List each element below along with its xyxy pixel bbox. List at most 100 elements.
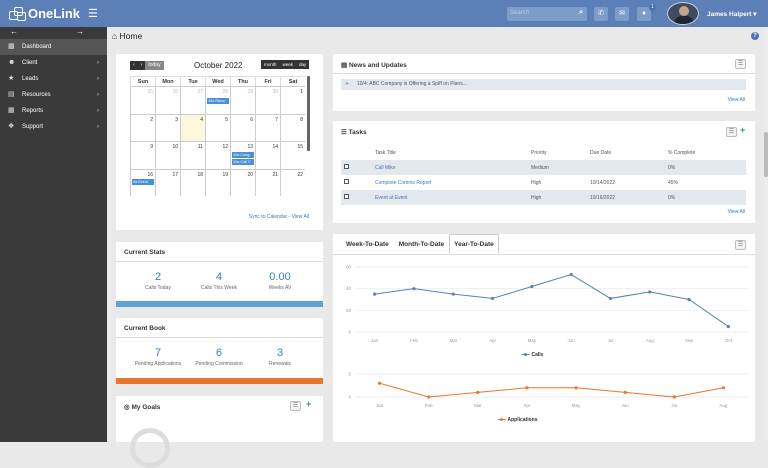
calendar-day[interactable]: 14 bbox=[255, 142, 280, 169]
tab-year-to-date[interactable]: Year-To-Date bbox=[449, 234, 499, 254]
app-logo[interactable]: OneLink bbox=[9, 6, 80, 21]
notification-badge: 1 bbox=[649, 4, 656, 11]
calendar-day[interactable]: 28 10a Recur bbox=[205, 87, 230, 114]
today-button[interactable]: today bbox=[145, 61, 164, 70]
prev-month-button[interactable]: ‹ bbox=[130, 61, 138, 70]
goals-list-icon[interactable]: ☰ bbox=[290, 401, 301, 411]
task-due: 10/16/2022 bbox=[590, 194, 616, 201]
task-title-link[interactable]: Event at Event bbox=[375, 194, 408, 201]
task-checkbox[interactable] bbox=[344, 164, 349, 169]
tasks-list-icon[interactable]: ☰ bbox=[726, 127, 737, 137]
calendar-day[interactable]: 21 bbox=[255, 169, 280, 196]
calendar-day[interactable]: 25 bbox=[130, 87, 155, 114]
calendar-scrollbar[interactable] bbox=[307, 76, 310, 151]
calendar-day[interactable]: 27 bbox=[180, 87, 205, 114]
sidebar-item-resources[interactable]: ▤ Resources › bbox=[0, 87, 107, 103]
next-month-button[interactable]: › bbox=[137, 61, 146, 70]
calendar-day-today[interactable]: 4 bbox=[180, 114, 205, 141]
task-title-link[interactable]: Complete Comms Report bbox=[375, 179, 432, 186]
avatar[interactable] bbox=[667, 2, 699, 25]
x-tick-label: Apr bbox=[523, 403, 531, 408]
month-view-button[interactable]: month bbox=[261, 60, 280, 69]
y-tick-label: 60 bbox=[346, 265, 352, 270]
sidebar-item-reports[interactable]: ▦ Reports › bbox=[0, 103, 107, 119]
calendar-day[interactable]: 8 bbox=[280, 114, 305, 141]
calendar-day[interactable]: 20 bbox=[230, 169, 255, 196]
sync-calendar-link[interactable]: Sync to Calendar - View All bbox=[248, 214, 309, 220]
stat-label: Weeks AV bbox=[268, 285, 292, 291]
y-tick-label: 20 bbox=[346, 308, 352, 313]
bell-icon[interactable]: ♦ bbox=[637, 7, 651, 21]
task-title-link[interactable]: Call Mike bbox=[375, 164, 396, 171]
calendar-day[interactable]: 3 bbox=[155, 114, 180, 141]
page-scrollbar[interactable] bbox=[764, 27, 768, 442]
calendar-day[interactable]: 7 bbox=[255, 114, 280, 141]
calendar-day[interactable]: 26 bbox=[155, 87, 180, 114]
calendar-day[interactable]: 15 bbox=[280, 142, 305, 169]
stat-value: 6 bbox=[215, 347, 223, 359]
calendar-day[interactable]: 1 bbox=[280, 87, 305, 114]
week-view-button[interactable]: week bbox=[279, 60, 297, 69]
add-task-icon[interactable]: + bbox=[740, 125, 746, 135]
breadcrumb-home[interactable]: Home bbox=[119, 31, 143, 41]
x-tick-label: Feb bbox=[425, 403, 433, 408]
calendar-day[interactable]: 17 bbox=[155, 169, 180, 196]
news-view-all[interactable]: View All bbox=[727, 97, 745, 103]
tasks-view-all[interactable]: View All bbox=[727, 209, 745, 215]
calendar-day[interactable]: 19 bbox=[205, 169, 230, 196]
calendar-day[interactable]: 18 bbox=[180, 169, 205, 196]
task-complete: 45% bbox=[668, 179, 679, 186]
calendar-day[interactable]: 16 9a Event bbox=[130, 169, 155, 196]
arrow-left-icon[interactable]: ← bbox=[10, 27, 18, 36]
user-menu[interactable]: James Halpert ▾ bbox=[707, 10, 757, 18]
calendar-day[interactable]: 29 bbox=[230, 87, 255, 114]
day-header: Tue bbox=[180, 77, 205, 86]
calendar-day[interactable]: 22 bbox=[280, 169, 305, 196]
column-header: % Complete bbox=[668, 149, 696, 156]
performance-charts: 0 20 40 60 Jan Feb Mar Apr May Jun Jul Aug Sep Oct Cal… bbox=[346, 265, 748, 423]
scrollbar-thumb[interactable] bbox=[764, 132, 768, 177]
news-item[interactable]: ➤ 10/4: ABC Company is Offering a Spiff o… bbox=[341, 79, 746, 90]
stat-weeks-av: 0.00 Weeks AV bbox=[250, 271, 310, 291]
chart-menu-icon[interactable]: ☰ bbox=[735, 240, 746, 250]
task-checkbox[interactable] bbox=[344, 194, 349, 199]
calendar-day[interactable]: 13 10a Cong 10a Call V bbox=[230, 142, 255, 169]
menu-toggle-icon[interactable]: ☰ bbox=[88, 8, 98, 20]
home-icon[interactable]: ⌂ bbox=[112, 31, 118, 41]
sidebar-item-client[interactable]: ☻ Client › bbox=[0, 55, 107, 71]
help-icon[interactable]: ? bbox=[751, 32, 759, 40]
calendar-day[interactable]: 12 bbox=[205, 142, 230, 169]
sidebar-item-label: Dashboard bbox=[22, 44, 52, 50]
performance-panel: Week-To-Date Month-To-Date Year-To-Date … bbox=[333, 234, 755, 442]
calendar-day[interactable]: 5 bbox=[205, 114, 230, 141]
calendar-day[interactable]: 2 bbox=[130, 114, 155, 141]
calendar-day[interactable]: 9 bbox=[130, 142, 155, 169]
chat-icon[interactable]: ✉ bbox=[615, 7, 629, 21]
divider bbox=[116, 337, 323, 338]
calendar-event[interactable]: 10a Call V bbox=[232, 159, 254, 165]
sidebar-item-dashboard[interactable]: ▩ Dashboard bbox=[0, 39, 107, 55]
arrow-right-icon[interactable]: → bbox=[76, 27, 84, 36]
stat-value: 3 bbox=[276, 347, 284, 359]
day-view-button[interactable]: day bbox=[296, 60, 310, 69]
report-icon: ▦ bbox=[8, 107, 15, 114]
calendar-event[interactable]: 10a Cong bbox=[232, 152, 254, 158]
search-icon[interactable]: ⌕ bbox=[579, 9, 583, 16]
tab-week-to-date[interactable]: Week-To-Date bbox=[346, 241, 389, 248]
tab-month-to-date[interactable]: Month-To-Date bbox=[398, 241, 445, 248]
calendar-day[interactable]: 30 bbox=[255, 87, 280, 114]
phone-icon[interactable]: ✆ bbox=[594, 7, 608, 21]
sidebar-item-leads[interactable]: ★ Leads › bbox=[0, 71, 107, 87]
calendar-event[interactable]: 10a Recur bbox=[207, 98, 229, 104]
add-goal-icon[interactable]: + bbox=[306, 399, 312, 409]
calendar-event[interactable]: 9a Event bbox=[132, 178, 154, 185]
search-input[interactable]: Search ⌕ bbox=[507, 7, 587, 21]
calendar-day[interactable]: 11 bbox=[180, 142, 205, 169]
news-list-icon[interactable]: ☰ bbox=[735, 59, 746, 69]
stat-value: 4 bbox=[215, 271, 223, 283]
sidebar-item-support[interactable]: ❖ Support › bbox=[0, 119, 107, 135]
calendar-day[interactable]: 10 bbox=[155, 142, 180, 169]
task-checkbox[interactable] bbox=[344, 179, 349, 184]
calendar-week: 25 26 27 28 10a Recur 29 30 1 bbox=[130, 86, 305, 114]
calendar-day[interactable]: 6 bbox=[230, 114, 255, 141]
